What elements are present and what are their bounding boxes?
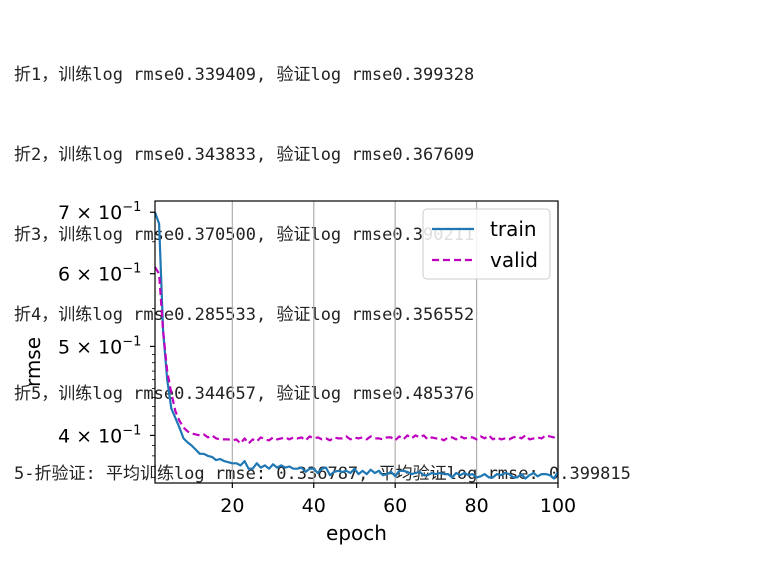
y-tick-label: 6 × 10−1 bbox=[58, 262, 141, 286]
x-axis: 20 40 60 80 100 bbox=[220, 483, 576, 517]
log-line: 折3，训练log rmse0.370500, 验证log rmse0.39021… bbox=[14, 224, 475, 245]
y-axis-title: rmse bbox=[21, 337, 45, 387]
x-axis-title: epoch bbox=[326, 521, 387, 545]
legend-box bbox=[422, 208, 551, 280]
legend-label-train: train bbox=[490, 217, 537, 241]
log-line: 折4，训练log rmse0.285533, 验证log rmse0.35655… bbox=[14, 304, 475, 325]
y-axis: 4 × 10−1 5 × 10−1 6 × 10−1 7 × 10−1 bbox=[58, 200, 155, 478]
x-tick-label: 40 bbox=[302, 495, 326, 517]
x-tick-label: 100 bbox=[540, 495, 576, 517]
y-tick-label: 4 × 10−1 bbox=[58, 423, 141, 447]
series-train-line bbox=[153, 211, 559, 480]
x-tick-label: 60 bbox=[383, 495, 407, 517]
x-tick-label: 80 bbox=[464, 495, 488, 517]
series-valid-line bbox=[154, 266, 559, 445]
plot-frame bbox=[154, 200, 559, 484]
x-tick-label: 20 bbox=[220, 495, 244, 517]
y-tick-label: 7 × 10−1 bbox=[58, 200, 141, 224]
legend-label-valid: valid bbox=[490, 248, 538, 272]
log-line: 折1，训练log rmse0.339409, 验证log rmse0.39932… bbox=[14, 65, 475, 86]
series-lines bbox=[153, 211, 559, 480]
legend: train valid bbox=[422, 208, 551, 280]
log-line: 折2，训练log rmse0.343833, 验证log rmse0.36760… bbox=[14, 144, 475, 165]
log-line: 折5，训练log rmse0.344657, 验证log rmse0.48537… bbox=[14, 384, 475, 405]
y-tick-label: 5 × 10−1 bbox=[58, 334, 141, 358]
